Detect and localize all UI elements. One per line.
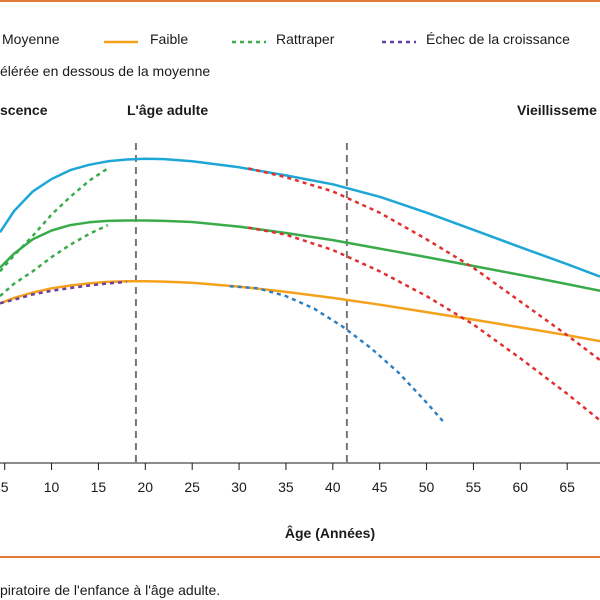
series-line-6 <box>0 280 127 305</box>
x-tick-label-55: 55 <box>466 479 482 495</box>
series-line-5 <box>0 223 109 298</box>
bottom-rule <box>0 556 600 558</box>
figure-caption: piratoire de l'enfance à l'âge adulte. <box>0 582 221 598</box>
series-line-9 <box>229 284 447 425</box>
series-line-2 <box>0 219 600 293</box>
phase-label-vieillissement: Vieillisseme <box>517 102 597 118</box>
x-tick-label-10: 10 <box>44 479 60 495</box>
x-tick-label-30: 30 <box>231 479 247 495</box>
legend-swatch-faible <box>104 40 138 44</box>
phase-label-adolescence: scence <box>0 102 48 118</box>
x-tick-label-40: 40 <box>325 479 341 495</box>
legend-label-faible: Faible <box>150 31 189 47</box>
phase-label-adulte: L'âge adulte <box>127 102 209 118</box>
legend-label-echec: Échec de la croissance <box>426 31 570 47</box>
chart-note: élérée en dessous de la moyenne <box>0 63 211 79</box>
series-line-7 <box>248 167 600 362</box>
series-line-8 <box>248 226 600 422</box>
line-chart: 5 10 15 20 25 30 35 40 45 50 55 60 65 Âge (Années) <box>0 143 600 541</box>
x-tick-label-50: 50 <box>419 479 435 495</box>
x-tick-label-25: 25 <box>184 479 200 495</box>
x-tick-label-65: 65 <box>559 479 575 495</box>
legend-swatch-rattraper <box>232 40 266 44</box>
x-axis-title: Âge (Années) <box>285 524 375 541</box>
top-rule <box>0 0 600 2</box>
x-tick-label-15: 15 <box>91 479 107 495</box>
legend-label-rattraper: Rattraper <box>276 31 335 47</box>
series-line-1 <box>0 157 600 278</box>
x-tick-label-60: 60 <box>513 479 529 495</box>
legend-label-moyenne: Moyenne <box>2 31 60 47</box>
x-tick-label-35: 35 <box>278 479 294 495</box>
x-tick-label-20: 20 <box>138 479 154 495</box>
series-line-3 <box>0 279 600 343</box>
legend-swatch-echec <box>382 40 416 44</box>
x-tick-label-5: 5 <box>1 479 9 495</box>
x-tick-label-45: 45 <box>372 479 388 495</box>
